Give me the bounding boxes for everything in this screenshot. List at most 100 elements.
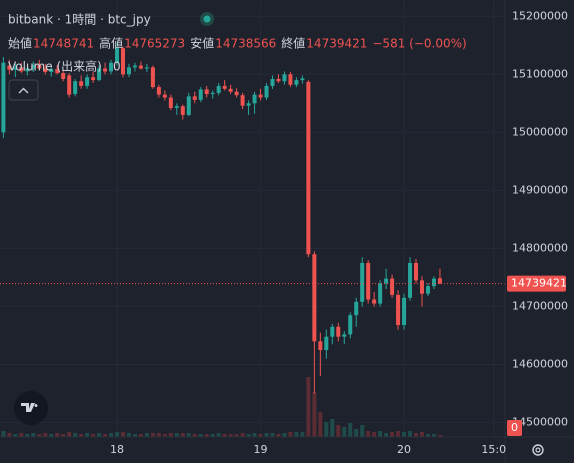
- volume-bar: [138, 434, 143, 437]
- volume-bar: [252, 433, 257, 437]
- candle-body: [276, 78, 281, 82]
- candle-body: [294, 80, 299, 85]
- volume-bar: [162, 434, 167, 437]
- volume-pane: [1, 377, 442, 437]
- candle-body: [216, 85, 221, 93]
- candle-body: [437, 278, 442, 284]
- candle-body: [43, 68, 48, 72]
- volume-bar: [222, 434, 227, 437]
- volume-bar: [49, 434, 54, 437]
- volume-bar: [390, 432, 395, 437]
- volume-bar: [180, 433, 185, 437]
- volume-axis-label: 0: [511, 421, 518, 434]
- volume-bar: [91, 434, 96, 437]
- candle-body: [336, 326, 341, 337]
- candle-body: [354, 301, 359, 316]
- volume-bar: [198, 434, 203, 437]
- volume-bar: [216, 433, 221, 437]
- candle-body: [192, 96, 197, 100]
- x-tick-label: 15:0: [481, 443, 506, 456]
- volume-bar: [276, 434, 281, 437]
- volume-bar: [246, 434, 251, 437]
- ohlc-value: 14765273: [124, 37, 185, 51]
- volume-bar: [282, 433, 287, 437]
- status-dot: [203, 15, 211, 23]
- volume-bar: [61, 434, 66, 437]
- candle-body: [234, 91, 239, 96]
- candle-body: [19, 67, 24, 72]
- y-tick-label: 15200000: [512, 9, 568, 22]
- volume-bar: [43, 433, 48, 437]
- volume-bar: [342, 427, 347, 437]
- candle-body: [318, 341, 323, 351]
- candle-body: [312, 254, 317, 342]
- candle-body: [156, 87, 161, 95]
- candle-body: [67, 75, 72, 95]
- candle-body: [186, 96, 191, 115]
- candle-body: [288, 74, 293, 85]
- candle-body: [180, 106, 185, 115]
- candle-body: [103, 68, 108, 72]
- volume-bar: [144, 433, 149, 437]
- candle-body: [258, 94, 263, 98]
- candle-body: [270, 78, 275, 86]
- y-tick-label: 14900000: [512, 183, 568, 196]
- candle-body: [174, 106, 179, 108]
- volume-bar: [372, 432, 377, 437]
- candle-body: [31, 65, 36, 69]
- volume-bar: [330, 419, 335, 437]
- candle-body: [168, 97, 173, 108]
- volume-bar: [192, 434, 197, 437]
- collapse-button[interactable]: [8, 79, 39, 101]
- volume-bar: [294, 432, 299, 437]
- candle-body: [240, 95, 245, 106]
- volume-bar: [384, 433, 389, 437]
- ohlc-label: 安値: [190, 36, 214, 51]
- settings-icon[interactable]: [532, 444, 544, 456]
- volume-bar: [234, 434, 239, 437]
- candle-body: [342, 334, 347, 337]
- volume-bar: [55, 433, 60, 437]
- volume-bar: [109, 433, 114, 437]
- candle-body: [150, 67, 155, 88]
- volume-bar: [150, 433, 155, 437]
- volume-bar: [354, 429, 359, 437]
- volume-bar: [210, 434, 215, 437]
- volume-bar: [156, 433, 161, 437]
- last-price-label: 14739421: [511, 277, 567, 290]
- candle-body: [366, 262, 371, 300]
- grid: [0, 0, 505, 437]
- candle-body: [37, 65, 42, 69]
- volume-bar: [396, 431, 401, 437]
- volume-bar: [425, 434, 430, 437]
- volume-bar: [1, 431, 6, 437]
- candle-body: [330, 326, 335, 337]
- volume-bar: [25, 434, 30, 437]
- volume-bar: [37, 434, 42, 437]
- chart-title: bitbank · 1時間 · btc_jpy: [8, 13, 151, 27]
- ohlc-label: 終値: [281, 36, 305, 51]
- collapse-icon: [18, 87, 29, 94]
- candle-body: [79, 81, 84, 86]
- y-tick-label: 14600000: [512, 358, 568, 371]
- last-price-box: [507, 275, 566, 292]
- volume-bar: [126, 433, 131, 437]
- candle-body: [7, 65, 12, 70]
- volume-bar: [174, 433, 179, 437]
- volume-bar: [348, 423, 353, 437]
- candle-body: [210, 92, 215, 95]
- x-tick-label: 19: [254, 443, 268, 456]
- candle-body: [306, 81, 311, 255]
- y-tick-label: 15100000: [512, 67, 568, 80]
- volume-bar: [97, 433, 102, 437]
- y-tick-label: 14800000: [512, 241, 568, 254]
- candle-body: [144, 67, 149, 69]
- candle-body: [402, 297, 407, 326]
- volume-bar: [414, 433, 419, 437]
- volume-bar: [306, 377, 311, 437]
- candles: [0, 42, 505, 394]
- volume-bar: [132, 434, 137, 437]
- volume-bar: [103, 434, 108, 437]
- x-tick-label: 18: [110, 443, 124, 456]
- candle-body: [222, 85, 227, 89]
